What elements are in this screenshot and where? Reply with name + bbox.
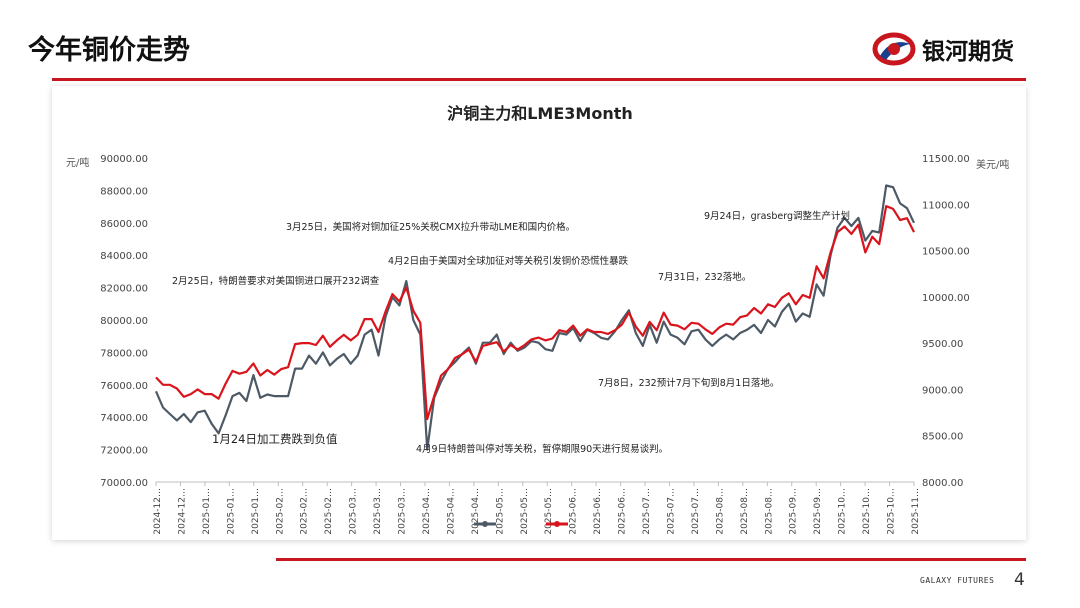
x-tick-label: 2025-08… — [764, 488, 774, 535]
y-left-tick-label: 90000.00 — [100, 154, 148, 165]
x-tick-label: 2025-06… — [569, 488, 579, 535]
x-tick-label: 2025-01… — [202, 488, 212, 535]
y-left-tick-label: 72000.00 — [100, 446, 148, 457]
y-left-tick-label: 78000.00 — [100, 348, 148, 359]
x-tick-label: 2025-07… — [691, 488, 701, 535]
x-tick-label: 2025-09… — [813, 488, 823, 535]
x-tick-label: 2025-02… — [300, 488, 310, 535]
x-tick-label: 2025-06… — [618, 488, 628, 535]
y-left-tick-label: 88000.00 — [100, 186, 148, 197]
x-tick-label: 2025-03… — [373, 488, 383, 535]
y-left-tick-label: 80000.00 — [100, 316, 148, 327]
header-divider — [52, 78, 1026, 81]
chart-annotation: 2月25日，特朗普要求对美国铜进口展开232调查 — [172, 275, 380, 287]
y-right-tick-label: 10500.00 — [922, 247, 970, 258]
chart-annotation: 9月24日，grasberg调整生产计划 — [704, 210, 850, 222]
y-right-tick-label: 9500.00 — [922, 339, 963, 350]
chart-panel — [52, 86, 1026, 540]
chart-annotation: 7月31日，232落地。 — [658, 271, 751, 283]
y-right-tick-label: 10000.00 — [922, 293, 970, 304]
x-tick-label: 2025-05… — [520, 488, 530, 535]
x-tick-label: 2025-10… — [838, 488, 848, 535]
y-right-tick-label: 9000.00 — [922, 385, 963, 396]
x-tick-label: 2025-01… — [226, 488, 236, 535]
legend-marker-1 — [482, 521, 488, 527]
footer-divider — [276, 558, 1026, 561]
x-tick-label: 2025-03… — [398, 488, 408, 535]
y-left-tick-label: 82000.00 — [100, 284, 148, 295]
y-right-tick-label: 11500.00 — [922, 154, 970, 165]
y-right-tick-label: 11000.00 — [922, 200, 970, 211]
galaxy-futures-logo-icon — [872, 32, 916, 66]
y-left-unit: 元/吨 — [66, 156, 89, 169]
series-line-1 — [154, 184, 915, 451]
x-tick-label: 2025-08… — [740, 488, 750, 535]
chart-annotation: 1月24日加工费跌到负值 — [212, 432, 338, 446]
x-tick-label: 2025-04… — [446, 488, 456, 535]
y-left-tick-label: 86000.00 — [100, 219, 148, 230]
brand-name: 银河期货 — [922, 39, 1014, 65]
x-tick-label: 2025-10… — [887, 488, 897, 535]
y-right-tick-label: 8000.00 — [922, 478, 963, 489]
x-tick-label: 2025-03… — [349, 488, 359, 535]
y-right-tick-label: 8500.00 — [922, 432, 963, 443]
chart-annotation: 4月9日特朗普叫停对等关税，暂停期限90天进行贸易谈判。 — [416, 443, 668, 455]
x-tick-label: 2025-02… — [324, 488, 334, 535]
x-tick-label: 2025-04… — [471, 488, 481, 535]
y-right-unit: 美元/吨 — [976, 158, 1009, 171]
chart-annotation: 7月8日，232预计7月下旬到8月1日落地。 — [598, 377, 779, 389]
x-tick-label: 2025-01… — [251, 488, 261, 535]
series-line-2 — [155, 205, 915, 421]
x-tick-label: 2025-04… — [422, 488, 432, 535]
legend-marker-2 — [554, 521, 560, 527]
x-tick-label: 2025-10… — [862, 488, 872, 535]
x-tick-label: 2025-05… — [495, 488, 505, 535]
y-left-tick-label: 76000.00 — [100, 381, 148, 392]
y-left-tick-label: 74000.00 — [100, 413, 148, 424]
x-tick-label: 2024-12… — [177, 488, 187, 535]
page-title: 今年铜价走势 — [28, 35, 190, 66]
x-tick-label: 2025-11… — [911, 488, 921, 535]
chart-annotation: 4月2日由于美国对全球加征对等关税引发铜价恐慌性暴跌 — [388, 255, 629, 267]
x-tick-label: 2025-02… — [275, 488, 285, 535]
x-tick-label: 2025-06… — [593, 488, 603, 535]
x-tick-label: 2025-05… — [544, 488, 554, 535]
x-tick-label: 2025-08… — [715, 488, 725, 535]
x-tick-label: 2024-12… — [153, 488, 163, 535]
page-number: 4 — [1014, 570, 1025, 590]
x-tick-label: 2025-09… — [789, 488, 799, 535]
x-tick-label: 2025-07… — [642, 488, 652, 535]
chart-title: 沪铜主力和LME3Month — [447, 104, 633, 123]
chart-annotation: 3月25日，美国将对铜加征25%关税CMX拉升带动LME和国内价格。 — [286, 221, 575, 233]
x-tick-label: 2025-07… — [666, 488, 676, 535]
footer-brand: GALAXY FUTURES — [920, 576, 995, 585]
y-left-tick-label: 84000.00 — [100, 251, 148, 262]
y-left-tick-label: 70000.00 — [100, 478, 148, 489]
